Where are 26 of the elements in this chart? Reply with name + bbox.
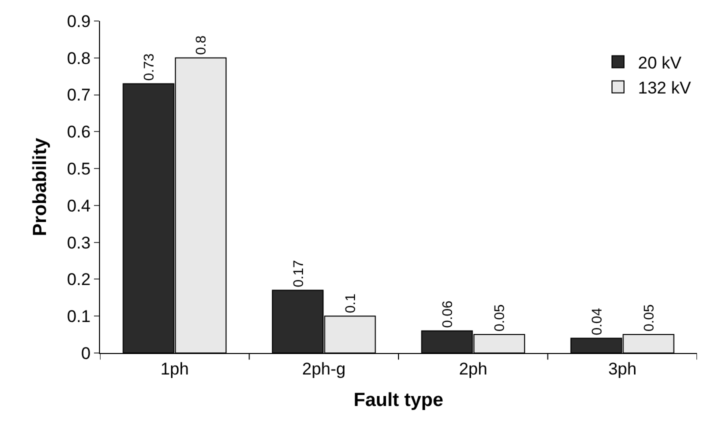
x-tick-label: 2ph [458,359,488,378]
data-label: 0.1 [342,293,358,314]
y-tick-label: 0.5 [66,160,91,179]
y-tick-label: 0.7 [66,86,91,105]
data-label: 0.06 [439,300,456,328]
data-label: 0.73 [140,53,157,81]
y-tick-label: 0.6 [66,122,91,142]
data-label: 0.04 [588,308,604,336]
data-label: 0.17 [290,260,306,288]
y-tick-label: 0.9 [66,12,91,31]
x-axis-title: Fault type [354,390,444,412]
data-label: 0.05 [640,304,656,332]
y-tick-label: 0.3 [66,233,91,252]
y-axis-title: Probability [30,137,51,236]
legend-label: 132 kV [638,78,692,98]
data-label: 0.8 [192,35,209,55]
y-tick-label: 0.8 [66,48,91,68]
y-tick-label: 0.1 [66,307,91,326]
y-tick-label: 0 [81,344,91,363]
y-tick-label: 0.4 [66,196,91,216]
x-tick-label: 3ph [608,359,637,378]
y-tick-label: 0.2 [66,270,91,290]
legend-label: 20 kV [638,53,682,72]
data-label: 0.05 [491,304,508,332]
x-tick-label: 2ph-g [302,359,346,378]
x-tick-label: 1ph [160,359,189,378]
